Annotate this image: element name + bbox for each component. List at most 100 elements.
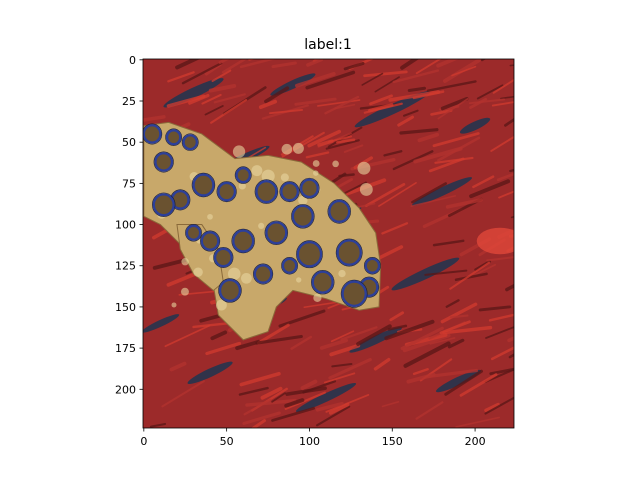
coral-branch (392, 150, 434, 171)
coral-branch (317, 99, 361, 107)
coral-branch (388, 90, 441, 102)
coral-branch (238, 386, 269, 396)
blue-ring-outline (181, 133, 199, 151)
blue-ring (291, 204, 314, 228)
coral-branch (400, 59, 420, 70)
coral-branch (451, 65, 477, 77)
octopus-mottle (171, 302, 177, 308)
blue-ring-outline (200, 230, 221, 252)
blue-ring-outline (327, 199, 351, 224)
coral-branch (468, 98, 506, 105)
y-tick-label: 50 (122, 136, 136, 149)
y-tick-label: 25 (122, 95, 136, 108)
coral-branch (319, 338, 349, 350)
coral-branch (443, 59, 481, 83)
coral-branch (381, 400, 400, 408)
coral-branch (269, 109, 304, 115)
coral-branch (210, 99, 248, 124)
coral-branch (381, 222, 409, 235)
coral-branch (489, 367, 514, 376)
coral-branch (211, 69, 232, 82)
coral-branch (424, 269, 468, 276)
coral-branch (496, 172, 514, 182)
coral-branch (305, 151, 330, 159)
coral-branch (491, 101, 514, 107)
octopus-mottle (207, 213, 213, 220)
octopus (143, 121, 382, 341)
octopus-mottle (298, 195, 308, 206)
blue-ring-outline (151, 192, 176, 218)
coral-branch (486, 256, 514, 262)
y-axis: 0 25 50 75 100 125 150 175 200 (115, 54, 143, 396)
image-panel (143, 59, 514, 428)
octopus-mottle (280, 173, 289, 182)
coral-branch (166, 94, 206, 108)
coral-branch (143, 115, 166, 122)
coral-branch (235, 339, 261, 351)
coral-branch (407, 86, 427, 93)
coral-branch (164, 324, 211, 348)
coral-branch (449, 261, 491, 290)
coral-branch (490, 135, 514, 152)
coral-branch (364, 183, 406, 208)
water-gap (163, 78, 224, 108)
blue-ring-outline (279, 181, 300, 203)
coral-branch (484, 368, 514, 383)
coral-branch (208, 83, 237, 93)
x-tick-label: 200 (465, 435, 486, 448)
coral-branch (204, 105, 224, 116)
coral-branch (167, 71, 195, 83)
coral-branch (213, 93, 246, 104)
blue-ring-outline (153, 151, 174, 173)
blue-ring (218, 278, 242, 303)
coral-branch (169, 361, 187, 372)
octopus-mottle (241, 272, 252, 284)
coral-branch (434, 156, 474, 164)
blue-ring-outline (234, 166, 252, 184)
blue-ring (165, 129, 182, 146)
blue-ring (341, 280, 367, 308)
coral-branch (428, 157, 465, 173)
blue-ring-outline (363, 256, 381, 275)
coral-branch (472, 175, 495, 189)
coral-branch (175, 59, 201, 70)
coral-branch (149, 422, 167, 428)
coral-branch (181, 62, 223, 85)
coral-branch (245, 398, 297, 407)
coral-branch (440, 302, 478, 324)
octopus-mottle (238, 182, 246, 190)
coral-branch (251, 419, 266, 428)
blue-ring (154, 152, 174, 172)
coral-branch (323, 372, 356, 384)
blue-ring (182, 134, 198, 151)
blue-ring (311, 270, 334, 294)
coral-branch (328, 358, 372, 380)
coral-branch (417, 132, 440, 143)
blue-ring (265, 221, 288, 245)
x-tick-label: 100 (299, 435, 320, 448)
coral-branch (343, 144, 364, 154)
water-gap (349, 327, 403, 353)
coral-branch (469, 97, 488, 109)
coral-branch (403, 341, 451, 368)
coral-branch (488, 313, 514, 322)
blue-ring (336, 239, 362, 266)
blue-ring-outline (291, 204, 315, 229)
coral-branch (415, 59, 442, 75)
water-gap (435, 369, 482, 393)
coral-branch (307, 129, 341, 148)
blue-ring (200, 231, 220, 251)
coral-branch (331, 362, 353, 368)
coral-branch (305, 70, 356, 90)
coral-branch (392, 69, 440, 84)
coral-branch (343, 61, 365, 71)
blue-ring (217, 181, 237, 202)
y-tick-label: 0 (129, 54, 136, 67)
blue-ring-outline (231, 228, 255, 254)
coral-branch (331, 172, 347, 184)
coral-branch (363, 70, 408, 78)
coral-branch (402, 333, 451, 353)
blue-ring-outline (340, 279, 368, 308)
coral-branch (402, 109, 419, 117)
coral-fan (476, 227, 514, 255)
